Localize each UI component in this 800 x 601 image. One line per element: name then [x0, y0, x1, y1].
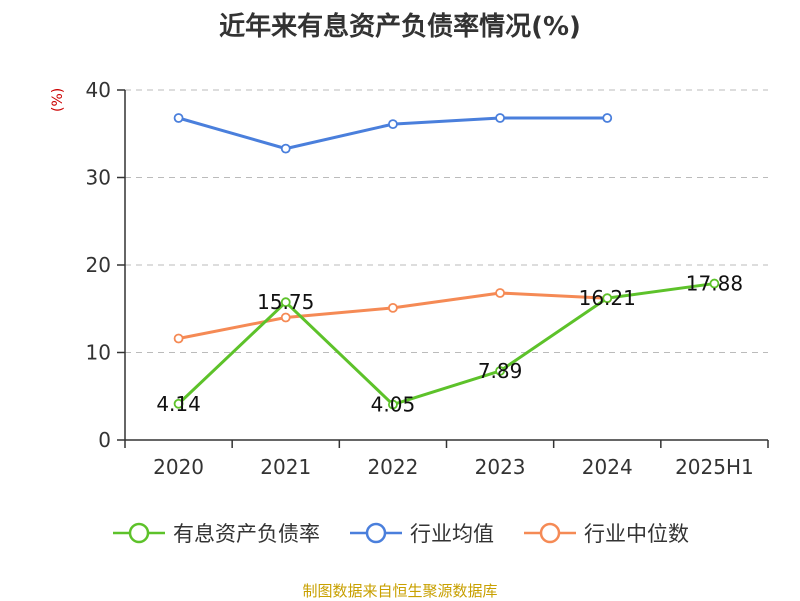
series-line: [178, 291, 608, 340]
data-point: [388, 302, 398, 313]
data-point: [602, 293, 613, 304]
data-point: [709, 278, 720, 289]
y-tick-label: 0: [98, 428, 111, 452]
data-label: 4.05: [371, 393, 416, 417]
legend-marker: [113, 522, 165, 544]
x-tick-label: 2023: [475, 455, 526, 479]
x-tick-label: 2020: [153, 455, 204, 479]
legend-marker: [350, 522, 402, 544]
data-point: [495, 113, 505, 123]
data-point: [495, 288, 505, 298]
data-label: 16.21: [579, 286, 636, 310]
y-axis-unit: (%): [50, 87, 66, 112]
data-label: 15.75: [257, 290, 314, 314]
data-label: 4.14: [156, 392, 201, 416]
data-label: 7.89: [478, 359, 523, 383]
source-footer: 制图数据来自恒生聚源数据库: [302, 582, 498, 600]
legend-label: 有息资产负债率: [173, 522, 320, 546]
data-point: [495, 366, 505, 376]
data-point: [602, 113, 613, 123]
data-label: 17.88: [686, 272, 743, 296]
x-tick-label: 2024: [582, 455, 633, 479]
legend-label: 行业中位数: [584, 522, 689, 546]
chart-title: 近年来有息资产负债率情况(%): [219, 12, 581, 42]
data-point: [173, 398, 184, 409]
legend-item: 有息资产负债率: [111, 518, 320, 548]
x-tick-label: 2025H1: [675, 455, 754, 479]
axes: 0 10 20 30 40 2020 2021 2022 2023 2024 2025H1: [86, 78, 769, 479]
y-tick-label: 10: [86, 341, 111, 365]
legend-circle: [128, 522, 150, 544]
series-lines: [173, 113, 720, 410]
data-point: [388, 119, 398, 130]
legend-label: 行业均值: [410, 522, 494, 546]
legend-circle: [539, 522, 561, 544]
y-tick-label: 40: [86, 78, 111, 102]
legend: 有息资产负债率 行业均值 行业中位数: [0, 518, 800, 548]
y-tick-label: 20: [86, 253, 111, 277]
x-tick-label: 2021: [260, 455, 311, 479]
data-point: [388, 399, 398, 410]
x-tick-label: 2022: [367, 455, 418, 479]
y-tick-label: 30: [86, 166, 111, 190]
data-point: [173, 333, 184, 344]
data-point: [280, 297, 291, 308]
legend-marker: [524, 522, 576, 544]
grid-lines: [125, 89, 768, 353]
series-line: [177, 282, 715, 407]
legend-circle: [365, 522, 387, 544]
legend-item: 行业均值: [348, 518, 494, 548]
data-point: [280, 143, 291, 154]
data-labels: 4.14 15.75 4.05 7.89 16.21 17.88: [156, 272, 743, 417]
legend-item: 行业中位数: [522, 518, 689, 548]
data-point: [173, 113, 184, 123]
data-point: [280, 312, 291, 323]
